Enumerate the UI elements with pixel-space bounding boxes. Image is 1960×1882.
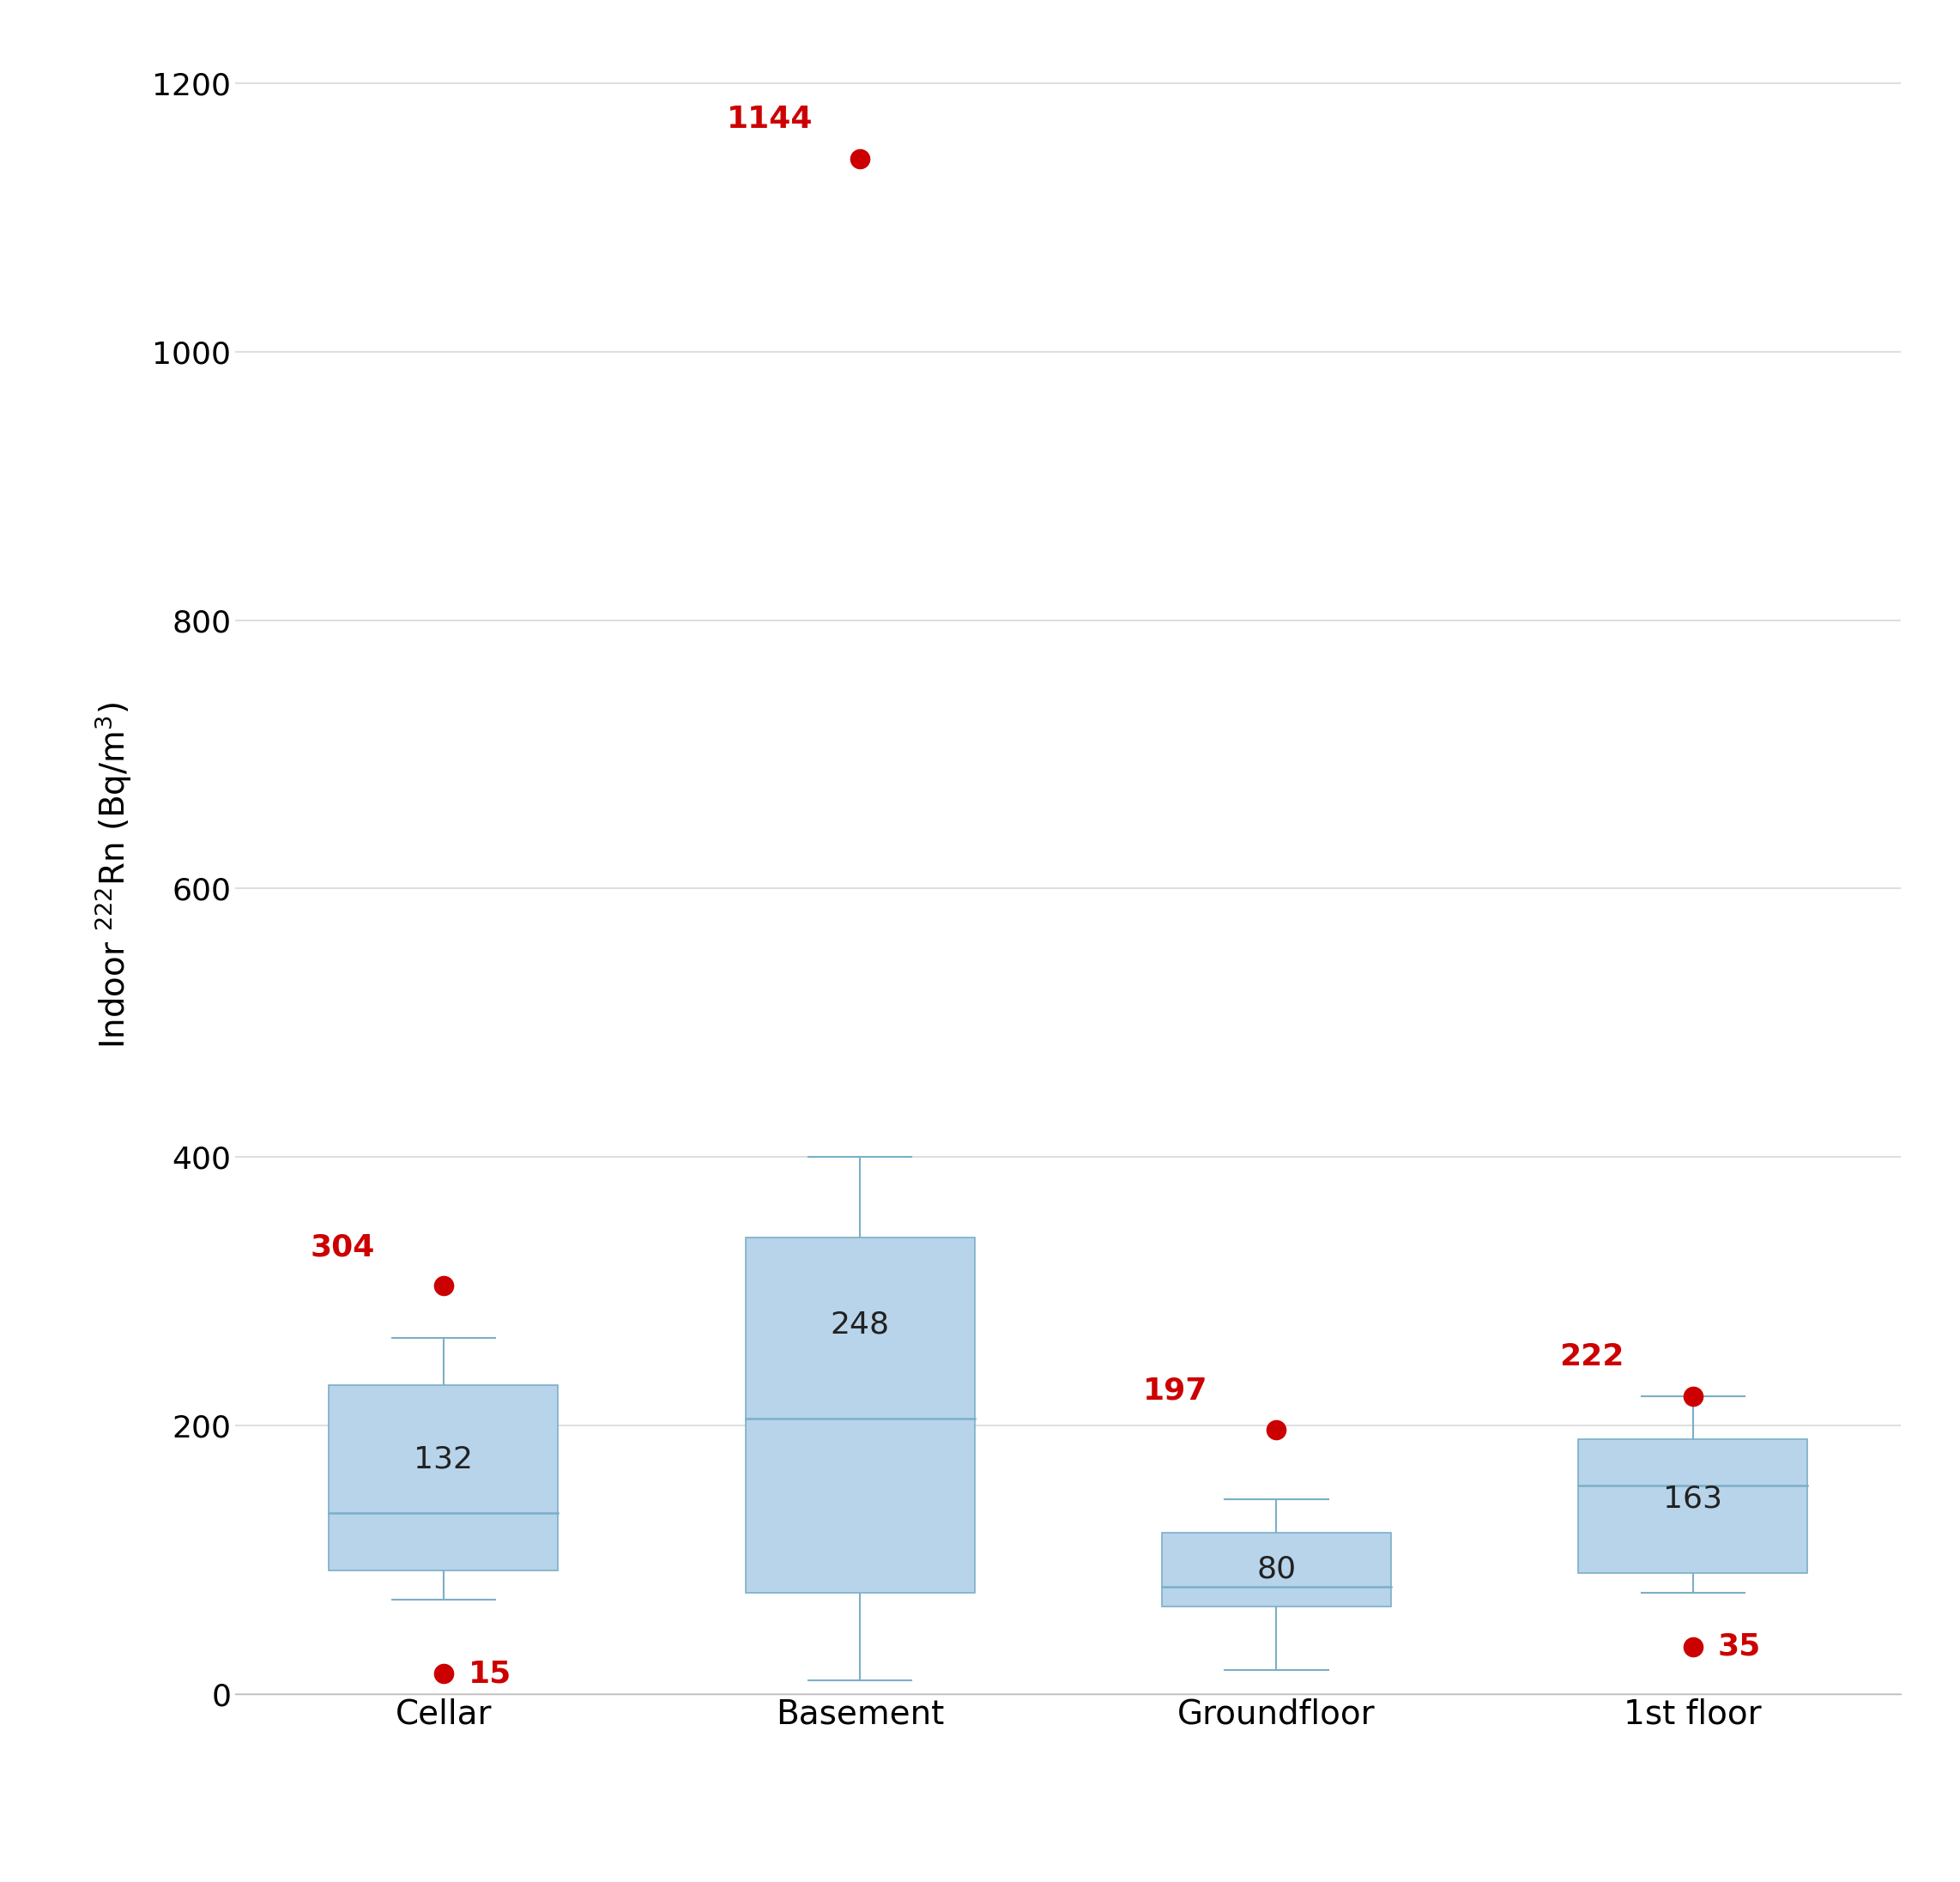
Y-axis label: Indoor $^{222}$Rn (Bq/m$^{3}$): Indoor $^{222}$Rn (Bq/m$^{3}$) <box>94 702 133 1048</box>
Text: 248: 248 <box>831 1310 890 1340</box>
FancyBboxPatch shape <box>745 1238 974 1594</box>
Text: 1144: 1144 <box>727 105 813 134</box>
Text: 132: 132 <box>414 1443 472 1474</box>
Text: 197: 197 <box>1143 1376 1207 1406</box>
Text: 35: 35 <box>1717 1632 1762 1662</box>
FancyBboxPatch shape <box>1162 1532 1392 1607</box>
Text: 222: 222 <box>1560 1342 1625 1372</box>
Text: 304: 304 <box>310 1233 374 1261</box>
Text: 15: 15 <box>468 1660 512 1688</box>
Text: 80: 80 <box>1256 1555 1296 1583</box>
FancyBboxPatch shape <box>1578 1440 1807 1573</box>
FancyBboxPatch shape <box>329 1385 559 1570</box>
Text: 163: 163 <box>1664 1485 1723 1513</box>
